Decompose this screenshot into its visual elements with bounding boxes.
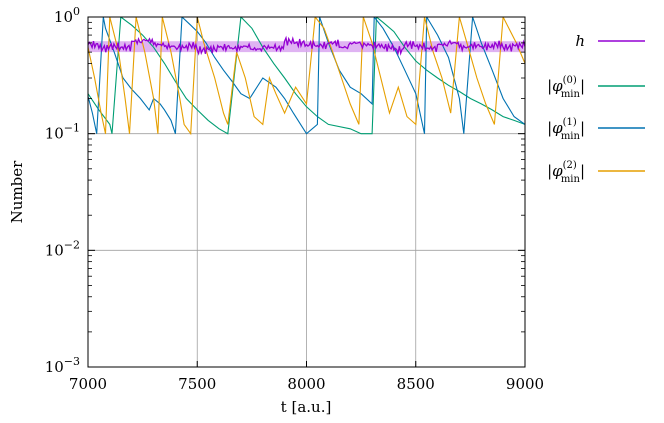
legend-label-phi0: |φ(0) min| [547, 75, 585, 100]
x-tick-label: 9000 [506, 375, 544, 393]
y-tick-label: 10−1 [45, 122, 80, 143]
y-axis-label: Number [8, 160, 26, 223]
x-tick-label: 8000 [287, 375, 325, 393]
x-tick-label: 8500 [397, 375, 435, 393]
series-phi0-line [88, 17, 525, 135]
grid [88, 17, 525, 367]
legend: h |φ(0) min| |φ(1) min| |φ(2) min| [547, 32, 645, 185]
x-tick-label: 7000 [69, 375, 107, 393]
legend-label-phi2: |φ(2) min| [547, 160, 585, 185]
y-tick-label: 100 [54, 5, 80, 26]
series-phi1-line [88, 17, 525, 135]
x-tick-labels: 7000 7500 8000 8500 9000 [69, 375, 544, 393]
x-axis-label: t [a.u.] [281, 398, 332, 416]
series-layer [88, 17, 525, 136]
legend-label-phi1: |φ(1) min| [547, 117, 585, 142]
series-phi2-line [88, 17, 525, 136]
y-tick-labels: 100 10−1 10−2 10−3 [45, 5, 80, 376]
legend-label-h: h [575, 32, 585, 50]
y-tick-label: 10−2 [45, 238, 80, 259]
h-band [88, 41, 525, 53]
series-h-line [88, 35, 525, 56]
x-tick-label: 7500 [178, 375, 216, 393]
axis-ticks [87, 16, 526, 368]
y-tick-label: 10−3 [45, 355, 80, 376]
